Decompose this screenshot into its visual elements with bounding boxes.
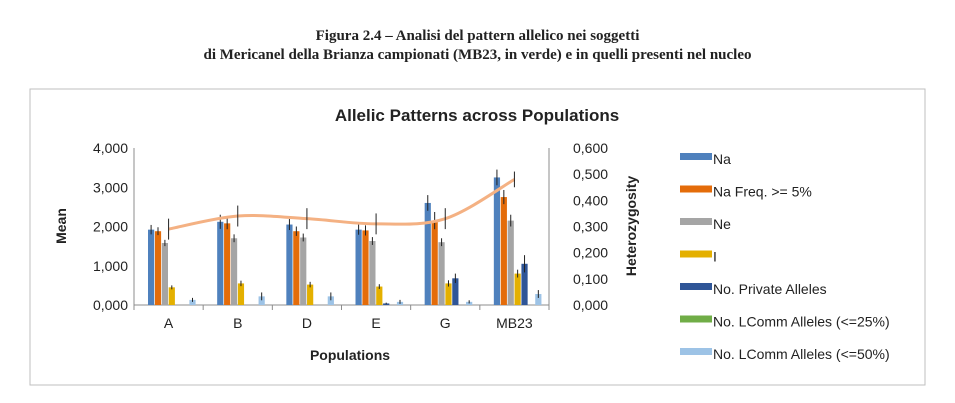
x-tick-label: E: [371, 315, 380, 331]
legend-label: No. Private Alleles: [713, 281, 827, 297]
x-tick-label: B: [233, 315, 242, 331]
bar: [237, 283, 245, 305]
bar: [154, 231, 162, 305]
y-axis-label: Mean: [53, 208, 69, 244]
bar: [500, 197, 507, 305]
legend-label: Na: [713, 151, 731, 167]
legend-label: I: [713, 249, 717, 265]
y2-tick-label: 0,500: [573, 166, 608, 182]
legend-label: Ne: [713, 216, 731, 232]
chart-frame: [29, 88, 926, 386]
y2-tick-label: 0,100: [573, 271, 608, 287]
legend-swatch: [680, 185, 712, 193]
bar: [452, 278, 459, 305]
y2-tick-label: 0,600: [573, 140, 608, 156]
bar: [224, 223, 231, 305]
figure-caption-line-2: di Mericanel della Brianza campionati (M…: [203, 47, 752, 63]
legend-swatch: [680, 315, 712, 323]
bar: [148, 229, 155, 305]
y2-tick-label: 0,300: [573, 219, 608, 235]
legend-label: No. LComm Alleles (<=50%): [713, 346, 890, 362]
bar: [369, 241, 376, 305]
y-tick-label: 1,000: [93, 258, 128, 274]
bar: [507, 220, 514, 305]
bar: [445, 283, 452, 305]
bar: [293, 231, 300, 305]
bar: [514, 273, 521, 305]
bar: [286, 224, 293, 305]
bar: [493, 177, 501, 305]
legend-label: No. LComm Alleles (<=25%): [713, 314, 890, 330]
bar: [424, 202, 431, 305]
bar: [355, 229, 362, 305]
bar: [217, 221, 224, 305]
bar: [327, 296, 334, 305]
y2-tick-label: 0,400: [573, 192, 608, 208]
x-tick-label: G: [440, 315, 451, 331]
x-tick-label: A: [164, 315, 174, 331]
y-tick-label: 2,000: [93, 219, 128, 235]
bar: [438, 242, 445, 305]
y-tick-label: 0,000: [93, 297, 128, 313]
bar: [230, 238, 238, 305]
x-tick-label: D: [302, 315, 312, 331]
bar: [258, 296, 265, 305]
heterozygosity-line: [168, 178, 516, 231]
bar: [431, 220, 438, 305]
bar: [307, 284, 314, 305]
y2-tick-label: 0,000: [573, 297, 608, 313]
bar: [535, 294, 542, 305]
y-tick-label: 3,000: [93, 179, 128, 195]
legend-swatch: [680, 250, 712, 258]
y2-tick-label: 0,200: [573, 245, 608, 261]
figure-caption-line-1: Figura 2.4 – Analisi del pattern allelic…: [315, 28, 640, 44]
legend-swatch: [680, 348, 712, 355]
bar: [161, 242, 168, 305]
y2-axis-label: Heterozygosity: [623, 176, 639, 277]
legend-swatch: [680, 218, 712, 225]
bar: [168, 287, 175, 305]
bar: [300, 237, 307, 305]
y-tick-label: 4,000: [93, 140, 128, 156]
x-axis-label: Populations: [310, 347, 390, 363]
bar: [376, 286, 383, 305]
legend-swatch: [680, 153, 712, 160]
bar: [362, 230, 369, 305]
chart-title: Allelic Patterns across Populations: [335, 106, 619, 125]
bar: [189, 299, 196, 305]
legend-swatch: [680, 283, 712, 290]
bar: [521, 263, 528, 305]
legend-label: Na Freq. >= 5%: [713, 184, 812, 200]
x-tick-label: MB23: [496, 315, 533, 331]
